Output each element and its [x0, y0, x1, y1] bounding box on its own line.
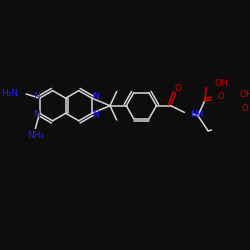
Text: N: N: [33, 110, 40, 120]
Text: NH: NH: [190, 110, 204, 118]
Text: OH: OH: [215, 78, 228, 88]
Text: H₂N: H₂N: [1, 90, 18, 98]
Text: NH₂: NH₂: [27, 132, 44, 140]
Text: N: N: [92, 110, 98, 120]
Text: O: O: [175, 84, 182, 92]
Text: N: N: [33, 92, 40, 101]
Text: O: O: [242, 104, 248, 113]
Text: OH: OH: [239, 90, 250, 99]
Text: O: O: [217, 92, 224, 101]
Text: N: N: [92, 92, 98, 101]
